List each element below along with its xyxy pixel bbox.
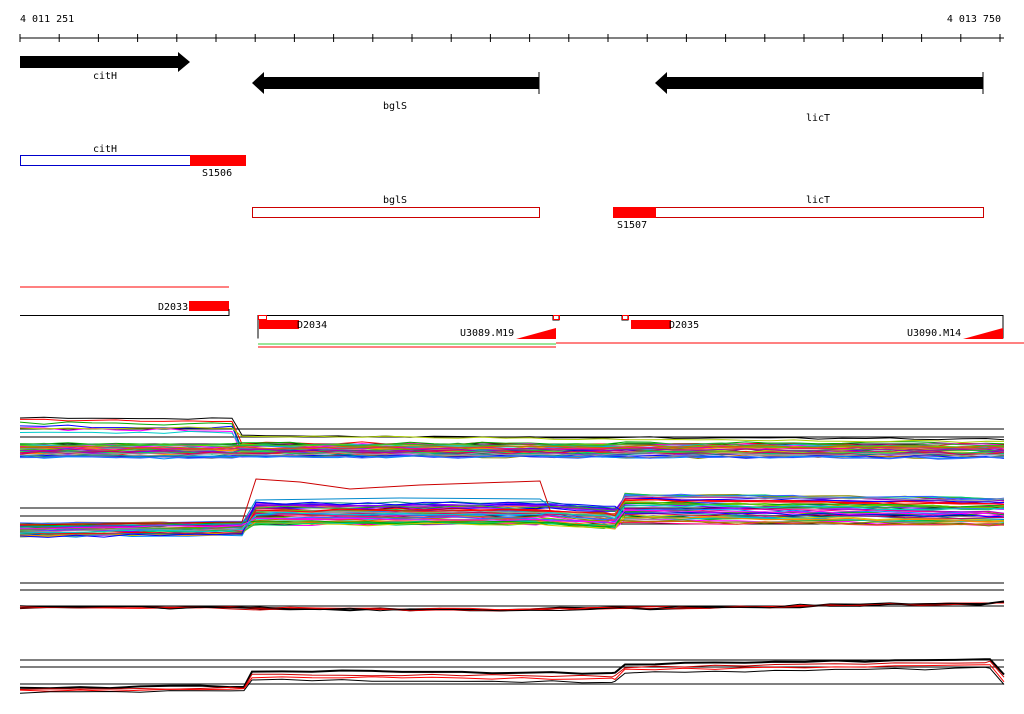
annotation-label-cith: citH bbox=[93, 144, 117, 155]
segment-label-d2033: D2033 bbox=[158, 302, 188, 313]
annotation-box-s1506[interactable] bbox=[190, 155, 246, 166]
annotation-label-lict: licT bbox=[806, 195, 830, 206]
expression-track-2 bbox=[19, 478, 1005, 538]
segment-gap-mark-2 bbox=[553, 315, 560, 320]
expression-track-1 bbox=[19, 416, 1005, 460]
ruler-ticks bbox=[19, 34, 1001, 42]
annotation-box-bgls[interactable] bbox=[252, 207, 540, 218]
segment-baseline bbox=[20, 309, 230, 316]
profile-line bbox=[19, 426, 1005, 444]
segment-box-d2033[interactable] bbox=[189, 301, 229, 311]
segment-label-d2035: D2035 bbox=[669, 320, 699, 331]
profile-line bbox=[19, 509, 1005, 530]
segment-track: D2033 D2034 U3089.M19 D2035 U3090.M14 bbox=[20, 286, 1024, 348]
segment-label-d2034: D2034 bbox=[297, 320, 327, 331]
track3-profiles bbox=[19, 600, 1005, 612]
profile-line bbox=[19, 478, 551, 526]
profile-line bbox=[19, 664, 1005, 692]
profile-line bbox=[19, 498, 1005, 535]
profile-line bbox=[19, 658, 1005, 690]
gene-arrow-bgls[interactable] bbox=[252, 72, 539, 94]
profile-line bbox=[19, 504, 1005, 534]
gene-label-lict: licT bbox=[806, 113, 830, 124]
profile-line bbox=[19, 450, 1005, 456]
profile-line bbox=[19, 451, 1005, 457]
segment-label-u3090: U3090.M14 bbox=[907, 328, 961, 339]
segment-box-d2035[interactable] bbox=[631, 320, 671, 329]
ruler-end-label: 4 013 750 bbox=[947, 14, 1001, 25]
profile-line bbox=[19, 517, 1005, 526]
track4-profiles bbox=[19, 658, 1005, 694]
track1-profiles bbox=[19, 416, 1005, 460]
segment-wedge-u3090[interactable] bbox=[963, 328, 1003, 339]
profile-line bbox=[19, 660, 1005, 690]
profile-line bbox=[19, 445, 1005, 451]
profile-line bbox=[19, 455, 1005, 460]
gene-arrow-cith[interactable] bbox=[20, 52, 190, 72]
profile-line bbox=[19, 503, 1005, 531]
segment-wedge-u3089[interactable] bbox=[516, 328, 556, 339]
profile-line bbox=[19, 497, 551, 528]
profile-line bbox=[19, 450, 1005, 455]
segment-label-u3089: U3089.M19 bbox=[460, 328, 514, 339]
profile-line bbox=[19, 442, 1005, 447]
expression-track-3 bbox=[19, 582, 1005, 612]
profile-line bbox=[19, 416, 1005, 441]
segment-gap-mark-1 bbox=[258, 315, 267, 320]
expression-track-4 bbox=[19, 658, 1005, 694]
profile-line bbox=[19, 494, 1005, 533]
gene-label-bgls: bglS bbox=[383, 101, 407, 112]
gene-arrow-lict[interactable] bbox=[655, 72, 983, 94]
gene-label-cith: citH bbox=[93, 71, 117, 82]
annotation-label-s1506: S1506 bbox=[202, 168, 232, 179]
profile-line bbox=[19, 501, 1005, 538]
profile-line bbox=[19, 666, 1005, 694]
annotation-box-cith[interactable] bbox=[20, 155, 191, 166]
profile-line bbox=[19, 444, 1005, 450]
annotation-label-bgls: bglS bbox=[383, 195, 407, 206]
annotation-box-lict[interactable] bbox=[613, 207, 984, 218]
ruler-start-label: 4 011 251 bbox=[20, 14, 74, 25]
annotation-label-s1507: S1507 bbox=[617, 220, 647, 231]
annotation-box-s1507[interactable] bbox=[613, 207, 656, 218]
segment-gap-mark-3 bbox=[622, 315, 629, 320]
coordinate-ruler: 4 011 251 4 013 750 bbox=[19, 14, 1004, 42]
annotation-track: citH S1506 bglS licT S1507 bbox=[20, 144, 984, 231]
gene-track: citH bglS licT bbox=[20, 52, 984, 124]
track2-profiles bbox=[19, 478, 1005, 538]
segment-box-d2034[interactable] bbox=[259, 320, 299, 329]
segment-bracket-left bbox=[257, 315, 1004, 339]
profile-line bbox=[19, 454, 1005, 460]
profile-line bbox=[19, 514, 1005, 531]
profile-line bbox=[19, 601, 1005, 612]
